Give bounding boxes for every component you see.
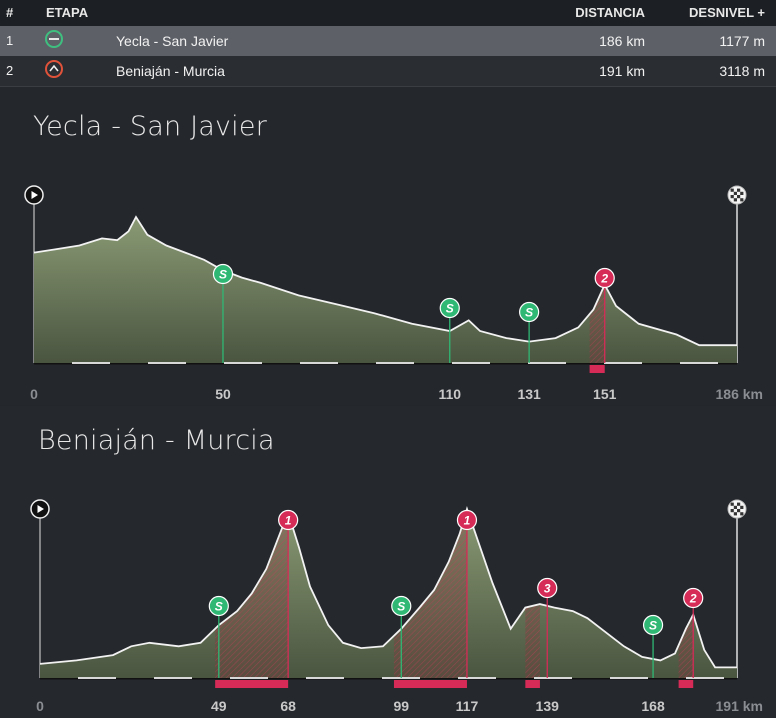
- climb-hatch: [393, 509, 467, 678]
- km-label: 186 km: [716, 386, 763, 402]
- climb-marker-icon: [683, 587, 704, 609]
- header-stage: ETAPA: [46, 5, 89, 20]
- stages-table: # ETAPA DISTANCIA DESNIVEL + 1 Yecla - S…: [0, 0, 776, 87]
- km-label: 99: [393, 698, 409, 714]
- climb-bar: [525, 680, 540, 688]
- climb-bar: [589, 365, 605, 373]
- play-icon: [31, 191, 38, 199]
- sprint-marker-label: S: [219, 268, 227, 282]
- climb-marker-icon: [278, 509, 299, 531]
- climb-hatch: [215, 509, 289, 678]
- table-header: # ETAPA DISTANCIA DESNIVEL +: [0, 0, 776, 26]
- header-distance: DISTANCIA: [575, 5, 645, 20]
- checker-square: [730, 509, 734, 513]
- km-label: 68: [280, 698, 296, 714]
- checker-square: [740, 198, 744, 202]
- climb-hatch: [678, 509, 694, 678]
- stage-1-panel: Yecla - San Javier S S S 2 0 50 110 131 151 186 k…: [0, 87, 776, 405]
- checker-square: [737, 509, 741, 513]
- stage-2-profile: S 1 S 1 3 S 2 0 49 68 99 117 139 168 191 km: [30, 499, 763, 714]
- climb-bar: [678, 680, 694, 688]
- checker-square: [733, 198, 737, 202]
- climb-bar: [393, 680, 467, 688]
- stage-1-profile: S S S 2 0 50 110 131 151 186 km: [24, 185, 763, 402]
- stage-1-title: Yecla - San Javier: [33, 111, 267, 142]
- climb-marker-icon: [537, 577, 558, 599]
- checkered-icon: [730, 502, 744, 516]
- checker-square: [733, 191, 737, 195]
- checkered-icon: [730, 188, 744, 202]
- checker-square: [740, 512, 744, 516]
- sprint-marker-icon: [519, 301, 540, 323]
- checker-square: [740, 505, 744, 509]
- stage-2-panel: Beniaján - Murcia S 1 S 1 3 S 2 0 49 68 99 117 139 16…: [0, 406, 776, 718]
- row-stage-name: Yecla - San Javier: [116, 33, 229, 49]
- climb-marker-label: 2: [600, 272, 608, 286]
- elevation-profile: [34, 217, 737, 363]
- row-elevation: 3118 m: [719, 63, 765, 79]
- sprint-marker-label: S: [397, 600, 405, 614]
- play-icon: [37, 505, 44, 513]
- checker-square: [730, 188, 734, 192]
- header-elevation: DESNIVEL +: [689, 5, 765, 20]
- checker-square: [737, 502, 741, 506]
- km-label: 191 km: [716, 698, 763, 714]
- checker-square: [730, 502, 734, 506]
- sprint-marker-label: S: [446, 302, 454, 316]
- table-row[interactable]: 2 Beniaján - Murcia 191 km 3118 m: [0, 56, 776, 87]
- table-row[interactable]: 1 Yecla - San Javier 186 km 1177 m: [0, 26, 776, 56]
- km-label: 0: [30, 386, 38, 402]
- km-label: 50: [215, 386, 231, 402]
- elevation-profile: [40, 509, 737, 678]
- row-stage-name: Beniaján - Murcia: [116, 63, 225, 79]
- checker-square: [730, 195, 734, 199]
- checker-square: [733, 505, 737, 509]
- sprint-marker-icon: [212, 263, 234, 285]
- checker-square: [737, 188, 741, 192]
- km-label: 131: [517, 386, 541, 402]
- sprint-marker-label: S: [649, 619, 657, 633]
- flat-stage-icon: [45, 30, 63, 48]
- climb-marker-label: 3: [544, 582, 551, 596]
- row-distance: 186 km: [599, 33, 645, 49]
- row-distance: 191 km: [599, 63, 645, 79]
- climb-marker-icon: [594, 267, 615, 289]
- sprint-marker-label: S: [215, 600, 223, 614]
- hilly-stage-icon: [45, 60, 63, 78]
- header-num: #: [6, 5, 14, 20]
- climb-marker-icon: [456, 509, 478, 531]
- km-label: 151: [593, 386, 617, 402]
- checker-square: [740, 191, 744, 195]
- sprint-marker-icon: [208, 595, 229, 617]
- sprint-marker-icon: [391, 595, 412, 617]
- sprint-marker-label: S: [525, 306, 533, 320]
- stage-2-title: Beniaján - Murcia: [38, 425, 275, 456]
- elevation-outline: [33, 215, 737, 347]
- km-label: 0: [36, 698, 44, 714]
- km-label: 139: [536, 698, 560, 714]
- row-num: 2: [6, 63, 14, 78]
- checker-square: [733, 512, 737, 516]
- sprint-marker-icon: [642, 614, 664, 636]
- row-num: 1: [6, 33, 14, 48]
- km-label: 168: [641, 698, 665, 714]
- km-label: 117: [456, 698, 479, 714]
- sprint-marker-icon: [439, 297, 460, 319]
- km-label: 110: [438, 386, 461, 402]
- climb-marker-label: 1: [464, 514, 471, 528]
- checker-square: [737, 195, 741, 199]
- climb-bar: [215, 680, 289, 688]
- climb-marker-label: 2: [689, 592, 697, 606]
- km-label: 49: [211, 698, 227, 714]
- row-elevation: 1177 m: [719, 33, 765, 49]
- climb-marker-label: 1: [285, 514, 292, 528]
